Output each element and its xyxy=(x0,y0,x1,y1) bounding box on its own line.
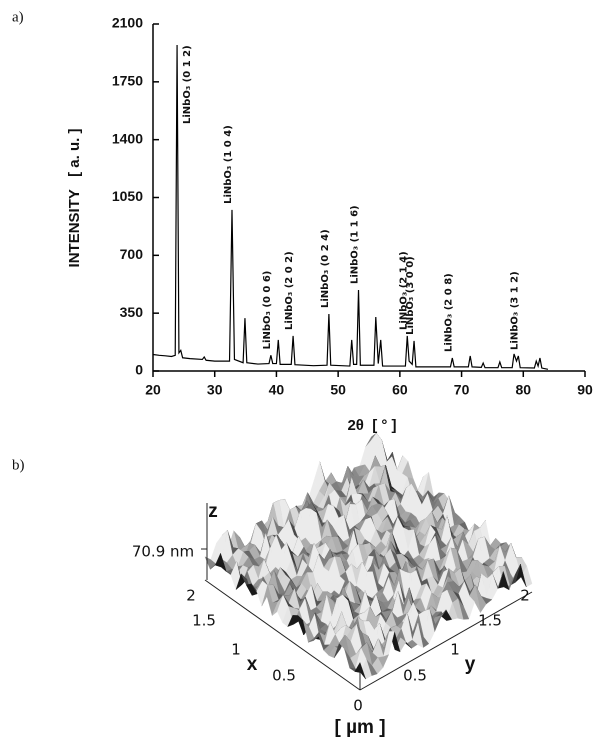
origin-label: 0 xyxy=(353,697,363,715)
x-label: x xyxy=(247,654,258,675)
afm-y-tick-label: 2 xyxy=(520,587,530,605)
peak-label: LiNbO₃ (3 0 0) xyxy=(405,256,416,335)
y-tick-label: 700 xyxy=(120,246,144,262)
unit-label: [ µm ] xyxy=(334,717,385,738)
x-tick-label: 20 xyxy=(145,382,161,398)
x-tick-label: 80 xyxy=(515,382,531,398)
afm-y-tick-label: 1 xyxy=(450,641,460,659)
afm-x-tick-label: 2 xyxy=(186,587,196,605)
panel-label: b) xyxy=(12,457,25,473)
y-label: y xyxy=(465,654,476,675)
x-tick-label: 30 xyxy=(207,382,223,398)
y-tick-label: 1050 xyxy=(112,188,143,204)
y-tick-label: 1750 xyxy=(112,73,143,89)
peak-label: LiNbO₃ (2 0 2) xyxy=(284,251,295,330)
peak-label: LiNbO₃ (0 0 6) xyxy=(262,271,273,350)
y-tick-label: 0 xyxy=(135,362,143,378)
peak-label: LiNbO₃ (3 1 2) xyxy=(509,271,520,350)
afm-y-tick-label: 0.5 xyxy=(403,667,427,685)
x-tick-label: 90 xyxy=(577,382,593,398)
x-tick-label: 70 xyxy=(454,382,470,398)
y-axis-label: INTENSITY [ a. u. ] xyxy=(66,129,83,268)
afm-y-tick-label: 1.5 xyxy=(478,612,502,630)
x-tick-label: 60 xyxy=(392,382,408,398)
x-tick-label: 50 xyxy=(330,382,346,398)
y-tick-label: 1400 xyxy=(112,130,143,146)
x-tick-label: 40 xyxy=(269,382,285,398)
panel-label: a) xyxy=(12,9,24,25)
peak-label: LiNbO₃ (0 2 4) xyxy=(320,229,331,308)
peak-label: LiNbO₃ (1 1 6) xyxy=(350,205,361,284)
afm-x-tick-label: 0.5 xyxy=(272,667,296,685)
peak-label: LiNbO₃ (0 1 2) xyxy=(182,45,193,124)
x-axis-label: 2θ [ ° ] xyxy=(347,417,396,434)
y-tick-label: 350 xyxy=(120,304,144,320)
afm-x-tick-label: 1 xyxy=(231,641,241,659)
z-scale: 70.9 nm xyxy=(132,543,194,561)
peak-label: LiNbO₃ (2 0 8) xyxy=(443,273,454,352)
y-tick-label: 2100 xyxy=(112,15,143,31)
afm-x-tick-label: 1.5 xyxy=(192,612,216,630)
z-label: z xyxy=(208,501,218,522)
figure: a) INTENSITY [ a. u. ] 2θ [ ° ] b) z 70.… xyxy=(0,0,595,740)
peak-label: LiNbO₃ (1 0 4) xyxy=(223,125,234,204)
afm-surface xyxy=(205,433,532,679)
